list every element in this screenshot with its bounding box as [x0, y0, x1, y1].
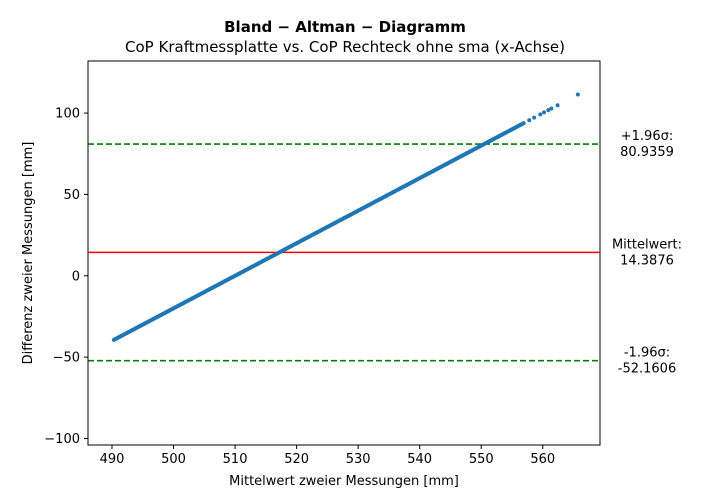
y-tick-label-1: 50	[63, 188, 80, 203]
x-tick-label-1: 500	[161, 452, 186, 467]
reference-label-0: +1.96σ:	[621, 129, 673, 144]
reference-line-labels: +1.96σ:80.9359 Mittelwert:14.3876 -1.96σ:-…	[612, 129, 682, 377]
reference-label-2: -1.96σ:	[624, 346, 670, 361]
reference-value-2: -52.1606	[618, 362, 676, 377]
plot-area	[88, 92, 600, 362]
x-tick-label-6: 550	[469, 452, 494, 467]
data-point-378	[575, 92, 580, 97]
x-tick-label-5: 540	[407, 452, 432, 467]
data-point-373	[538, 112, 543, 117]
x-tick-label-2: 510	[223, 452, 248, 467]
x-tick-label-7: 560	[530, 452, 555, 467]
reference-value-1: 14.3876	[620, 253, 674, 268]
y-tick-label-2: 0	[72, 269, 80, 284]
reference-value-0: 80.9359	[620, 145, 674, 160]
x-tick-label-4: 530	[346, 452, 371, 467]
data-point-376	[549, 106, 554, 111]
data-point-370	[521, 121, 526, 126]
chart-title: Bland − Altman − Diagramm	[224, 18, 466, 36]
data-point-371	[527, 118, 532, 123]
data-point-372	[532, 115, 537, 120]
data-point-377	[555, 103, 560, 108]
chart-subtitle: CoP Kraftmessplatte vs. CoP Rechteck ohn…	[125, 38, 565, 56]
y-axis-label: Differenz zweier Messungen [mm]	[21, 142, 36, 365]
reference-label-1: Mittelwert:	[612, 237, 682, 252]
y-tick-label-4: −100	[44, 432, 80, 447]
x-tick-label-3: 520	[284, 452, 309, 467]
y-tick-label-0: 100	[55, 107, 80, 122]
x-axis-label: Mittelwert zweier Messungen [mm]	[229, 474, 459, 489]
data-point-374	[542, 110, 546, 115]
data-point-375	[546, 108, 551, 113]
y-tick-label-3: −50	[53, 351, 80, 366]
x-tick-label-0: 490	[100, 452, 125, 467]
plot-frame	[87, 60, 601, 446]
